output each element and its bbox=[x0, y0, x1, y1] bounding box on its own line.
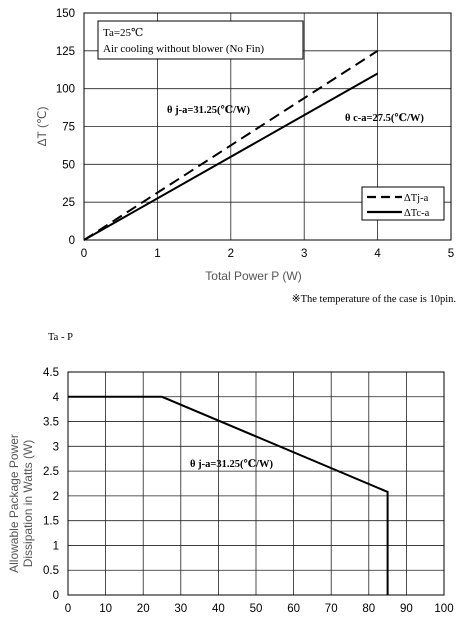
x-tick-label: 2 bbox=[228, 248, 234, 260]
y-tick-label: 1 bbox=[53, 540, 59, 552]
x-tick-label: 5 bbox=[448, 248, 454, 260]
y-tick-label: 75 bbox=[62, 122, 75, 134]
chart1-legend-frame bbox=[361, 186, 445, 221]
y-tick-label: 100 bbox=[56, 84, 75, 96]
series-line-dashed bbox=[83, 49, 379, 241]
x-tick-label: 100 bbox=[434, 603, 453, 615]
chart1-condition-box: Ta=25℃ Air cooling without blower (No Fi… bbox=[97, 20, 304, 60]
y-tick-label: 3 bbox=[53, 441, 59, 453]
chart1-x-axis-label: Total Power P (W) bbox=[205, 269, 301, 283]
chart2-plot-frame bbox=[67, 371, 445, 596]
y-tick-label: 0 bbox=[53, 590, 59, 602]
x-tick-label: 40 bbox=[212, 603, 225, 615]
y-tick-label: 1.5 bbox=[43, 516, 59, 528]
chart1-annotation-theta-ja: θ j-a=31.25(℃/W) bbox=[167, 105, 250, 116]
y-tick-label: 2 bbox=[53, 491, 59, 503]
x-tick-label: 10 bbox=[99, 603, 112, 615]
footnote: ※The temperature of the case is 10pin. bbox=[292, 294, 456, 305]
series-line-solid bbox=[68, 395, 389, 595]
x-tick-label: 0 bbox=[65, 603, 71, 615]
chart-power-derating: Ta - P 0 0.5 1 1.5 2 2.5 3 3.5 4 4.5 0 10 20 30 40 50 6… bbox=[7, 332, 454, 615]
chart1-annotation-theta-ca: θ c-a=27.5(℃/W) bbox=[345, 113, 424, 124]
series-line-solid bbox=[83, 72, 379, 241]
y-tick-label: 0.5 bbox=[43, 565, 59, 577]
y-tick-label: 4 bbox=[53, 392, 60, 404]
chart1-x-tick-labels: 0 1 2 3 4 5 bbox=[81, 248, 454, 260]
y-tick-label: 2.5 bbox=[43, 466, 59, 478]
chart2-y-tick-labels: 0 0.5 1 1.5 2 2.5 3 3.5 4 4.5 bbox=[43, 367, 60, 602]
chart2-y-axis-label: Allowable Package Power Dissipation in W… bbox=[7, 434, 35, 573]
chart2-annotation-theta-ja: θ j-a=31.25(℃/W) bbox=[190, 459, 273, 470]
y-tick-label: 3.5 bbox=[43, 417, 59, 429]
chart2-y-axis-label-line: Allowable Package Power bbox=[7, 434, 21, 573]
chart1-condition-line: Air cooling without blower (No Fin) bbox=[103, 43, 264, 55]
x-tick-label: 0 bbox=[81, 248, 87, 260]
chart2-series bbox=[68, 395, 389, 595]
y-tick-label: 0 bbox=[69, 235, 75, 247]
chart2-title: Ta - P bbox=[48, 332, 73, 343]
chart2-x-tick-labels: 0 10 20 30 40 50 60 70 80 90 100 bbox=[65, 603, 454, 615]
x-tick-label: 3 bbox=[301, 248, 307, 260]
chart1-y-tick-labels: 0 25 50 75 100 125 150 bbox=[56, 8, 75, 247]
chart1-series bbox=[83, 49, 379, 241]
chart1-condition-line: Ta=25℃ bbox=[103, 27, 143, 39]
x-tick-label: 30 bbox=[174, 603, 187, 615]
chart1-legend-label: ΔTj-a bbox=[404, 193, 429, 204]
x-tick-label: 60 bbox=[287, 603, 300, 615]
chart2-y-axis-label-line: Dissipation in Watts (W) bbox=[21, 440, 35, 568]
chart1-legend: ΔTj-a ΔTc-a bbox=[361, 186, 445, 221]
x-tick-label: 1 bbox=[154, 248, 160, 260]
y-tick-label: 25 bbox=[62, 197, 75, 209]
x-tick-label: 80 bbox=[362, 603, 375, 615]
x-tick-label: 50 bbox=[250, 603, 263, 615]
y-tick-label: 125 bbox=[56, 46, 75, 58]
x-tick-label: 4 bbox=[374, 248, 381, 260]
y-tick-label: 50 bbox=[62, 159, 75, 171]
y-tick-label: 150 bbox=[56, 8, 75, 20]
x-tick-label: 20 bbox=[137, 603, 150, 615]
chart1-plot-frame bbox=[83, 12, 452, 241]
x-tick-label: 70 bbox=[325, 603, 338, 615]
chart1-y-axis-label: ΔT (℃) bbox=[35, 107, 49, 147]
chart1-legend-label: ΔTc-a bbox=[404, 208, 430, 219]
y-tick-label: 4.5 bbox=[43, 367, 59, 379]
x-tick-label: 90 bbox=[400, 603, 413, 615]
chart-temperature-rise: 0 25 50 75 100 125 150 0 1 2 3 4 5 Total Power P (W… bbox=[35, 8, 454, 283]
chart1-condition-box-frame bbox=[97, 20, 304, 60]
